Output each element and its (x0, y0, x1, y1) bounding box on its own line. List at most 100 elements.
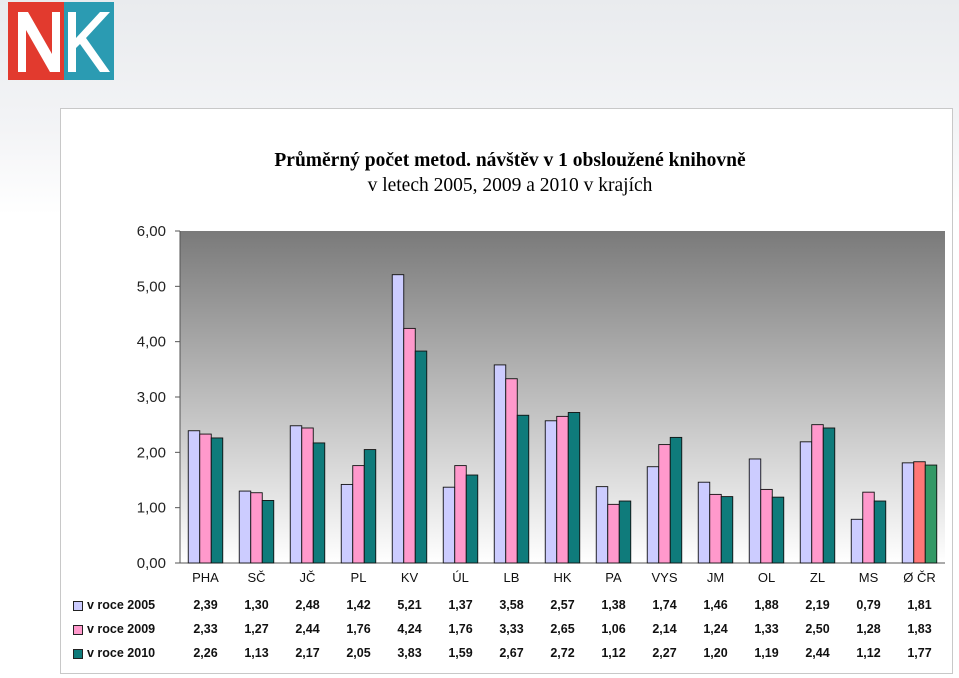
data-table-cell: 1,19 (754, 646, 779, 660)
bar-2010-11 (771, 496, 785, 564)
chart-title-line2: v letech 2005, 2009 a 2010 v krajích (367, 175, 653, 196)
bar-2005-13 (850, 518, 864, 564)
data-table-cell: 2,39 (193, 598, 218, 612)
data-table-cell: 1,27 (244, 622, 269, 636)
bar-2005-11 (748, 458, 762, 564)
bar-2009-4 (403, 327, 416, 564)
data-table-cell: 2,57 (550, 598, 575, 612)
data-table-cell: 1,77 (907, 646, 932, 660)
x-tick-label: ÚL (452, 570, 469, 585)
data-table-cell: 2,72 (550, 646, 575, 660)
y-tick-label: 3,00 (137, 389, 166, 406)
x-tick-label: MS (859, 570, 879, 585)
bar-2009-9 (658, 444, 671, 564)
bars (187, 274, 938, 564)
data-table-cell: 2,19 (805, 598, 830, 612)
logo-letters-icon (18, 12, 110, 72)
bar-2005-8 (595, 486, 609, 564)
data-table-cell: 1,37 (448, 598, 473, 612)
data-table-cell: 1,59 (448, 646, 473, 660)
bar-2005-5 (442, 486, 456, 564)
bar-2010-12 (822, 427, 836, 564)
bar-2005-2 (289, 425, 303, 564)
bar-2009-2 (301, 427, 314, 564)
bar-2005-10 (697, 481, 711, 564)
x-axis: PHA SČ JČ PL KV ÚL LB HK PA VYS JM OL ZL MS Ø ČR (192, 570, 936, 585)
x-tick-label: OL (758, 570, 775, 585)
data-table-row: v roce 2010 2,26 1,13 2,17 2,05 3,83 1,59 2,67 2… (70, 644, 950, 664)
bar-2005-1 (238, 490, 252, 564)
legend-key (73, 625, 83, 635)
bar-2009-14 (913, 461, 926, 564)
bar-2009-12 (811, 424, 824, 564)
data-table-cell: 1,46 (703, 598, 728, 612)
x-tick-label: LB (504, 570, 520, 585)
bar-2005-4 (391, 274, 405, 564)
y-tick-label: 4,00 (137, 334, 166, 351)
nk-logo (8, 2, 114, 80)
bar-2009-1 (250, 492, 263, 564)
bar-2005-6 (493, 364, 507, 564)
y-tick-label: 2,00 (137, 444, 166, 461)
data-table-cell: 4,24 (397, 622, 422, 636)
bar-2009-13 (862, 491, 875, 564)
bar-2009-3 (352, 465, 365, 564)
bar-2010-14 (924, 464, 938, 564)
bar-2010-13 (873, 500, 887, 564)
data-table-row: v roce 2009 2,33 1,27 2,44 1,76 4,24 1,76 3,33 2… (70, 620, 950, 640)
data-table-cell: 1,88 (754, 598, 779, 612)
data-table-cell: 3,58 (499, 598, 524, 612)
x-tick-label: VYS (651, 570, 677, 585)
bar-2009-5 (454, 465, 467, 564)
legend-series-name: v roce 2010 (87, 646, 156, 660)
data-table-cell: 1,20 (703, 646, 728, 660)
data-table-cell: 1,76 (346, 622, 371, 636)
data-table-cell: 1,24 (703, 622, 728, 636)
y-tick-label: 1,00 (137, 500, 166, 517)
data-table-cell: 1,81 (907, 598, 932, 612)
x-tick-label: SČ (247, 570, 265, 585)
bar-2005-9 (646, 466, 660, 564)
bar-2010-6 (516, 414, 530, 564)
bar-2009-7 (556, 415, 569, 564)
data-table-cell: 2,65 (550, 622, 575, 636)
data-table-cell: 1,74 (652, 598, 677, 612)
bar-2005-7 (544, 420, 558, 564)
legend-key (73, 649, 83, 659)
data-table-cell: 2,33 (193, 622, 218, 636)
chart-title: Průměrný počet metod. návštěv v 1 obslou… (180, 148, 840, 198)
x-tick-label: ZL (810, 570, 825, 585)
data-table-cell: 1,30 (244, 598, 269, 612)
data-table-row: v roce 2005 2,39 1,30 2,48 1,42 5,21 1,37 3,58 2… (70, 596, 950, 616)
y-tick-label: 5,00 (137, 278, 166, 295)
bar-2009-8 (607, 503, 620, 564)
legend-series-name: v roce 2009 (87, 622, 156, 636)
bar-2005-12 (799, 441, 813, 564)
bar-2010-5 (465, 474, 479, 564)
x-tick-label: Ø ČR (903, 570, 936, 585)
x-tick-label: JM (707, 570, 724, 585)
bar-2010-3 (363, 449, 377, 564)
data-table-cell: 1,12 (856, 646, 881, 660)
y-tick-label: 0,00 (137, 555, 166, 572)
bar-2005-0 (187, 430, 201, 564)
data-table-cell: 2,05 (346, 646, 371, 660)
legend-series-name: v roce 2005 (87, 598, 156, 612)
bar-2005-14 (901, 462, 915, 564)
data-table-cell: 2,44 (295, 622, 320, 636)
x-tick-label: PA (605, 570, 622, 585)
data-table-cell: 1,42 (346, 598, 371, 612)
data-table-cell: 2,17 (295, 646, 320, 660)
x-tick-label: KV (401, 570, 419, 585)
x-tick-label: PHA (192, 570, 219, 585)
bar-2010-10 (720, 496, 734, 564)
data-table-cell: 2,14 (652, 622, 677, 636)
x-tick-label: HK (553, 570, 571, 585)
data-table-cell: 1,12 (601, 646, 626, 660)
bar-2010-8 (618, 500, 632, 564)
data-table-cell: 5,21 (397, 598, 422, 612)
x-tick-label: JČ (300, 570, 316, 585)
data-table-cell: 2,27 (652, 646, 677, 660)
data-table-cell: 1,76 (448, 622, 473, 636)
